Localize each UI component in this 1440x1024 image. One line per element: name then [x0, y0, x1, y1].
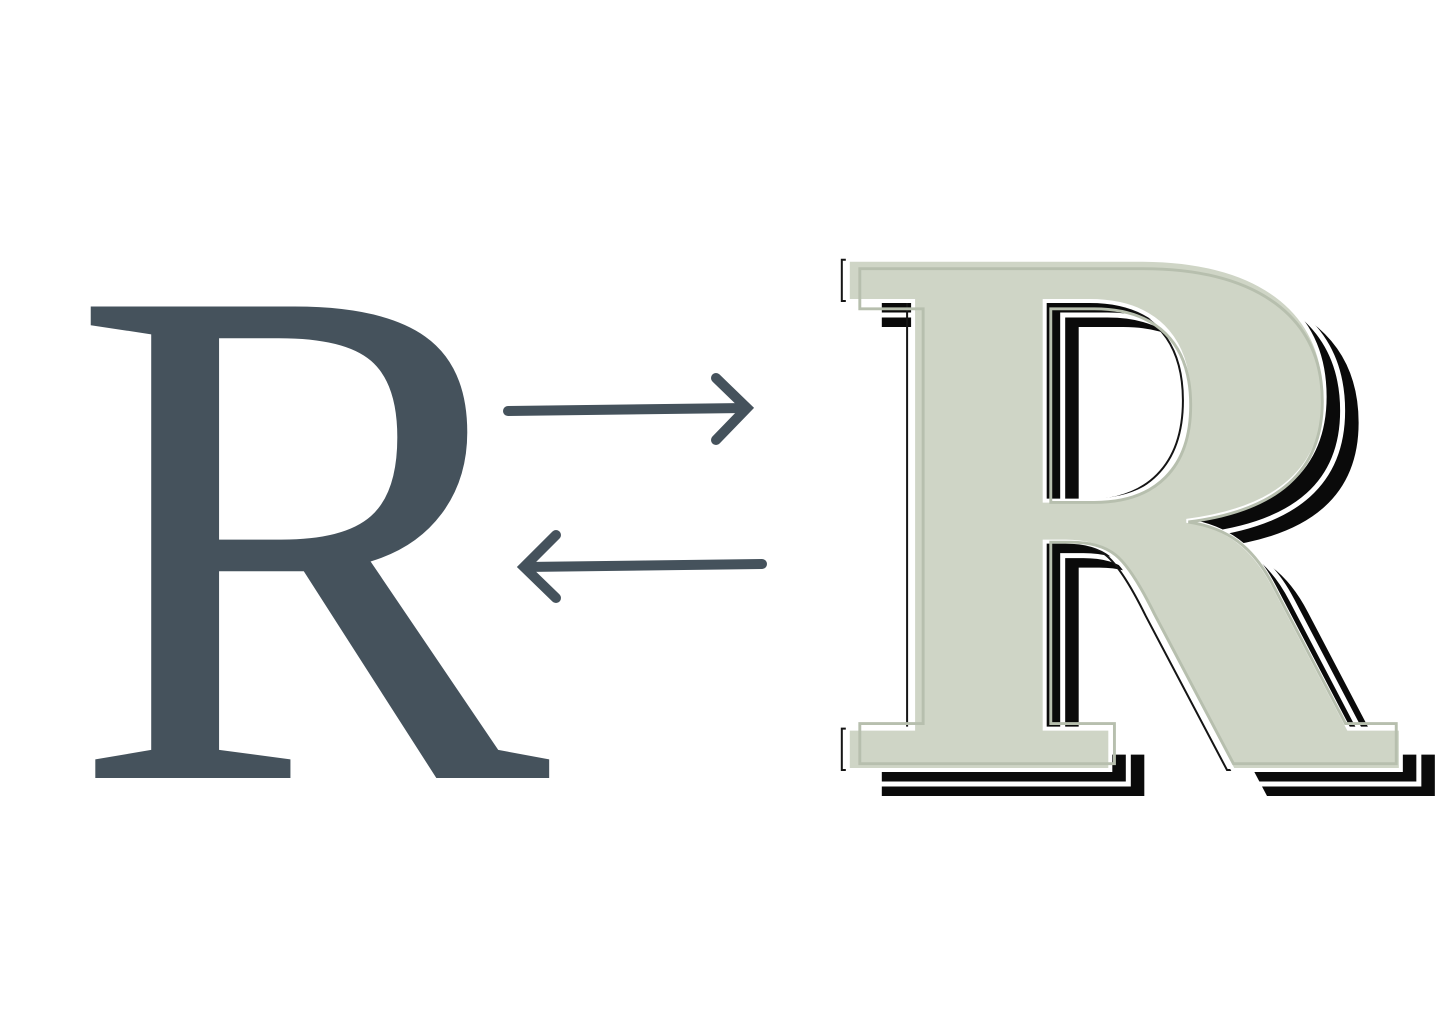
arrow-left-shaft — [520, 559, 767, 572]
arrow-right-head — [711, 373, 755, 445]
ornate-letter-r: R R R R R — [808, 114, 1431, 936]
ornate-letter-shadow: R — [849, 140, 1431, 962]
arrow-right-shaft — [503, 403, 750, 416]
ornate-letter-outline: R — [808, 114, 1392, 936]
arrow-right-icon — [503, 373, 755, 445]
ornate-letter-shadow-gap: R — [831, 128, 1418, 950]
ornate-letter-inline: R — [827, 127, 1394, 925]
arrow-left-head — [516, 530, 561, 603]
arrow-left-icon — [516, 530, 767, 603]
ornate-letter-face: R — [813, 114, 1399, 936]
plain-letter-r: R — [70, 136, 551, 934]
